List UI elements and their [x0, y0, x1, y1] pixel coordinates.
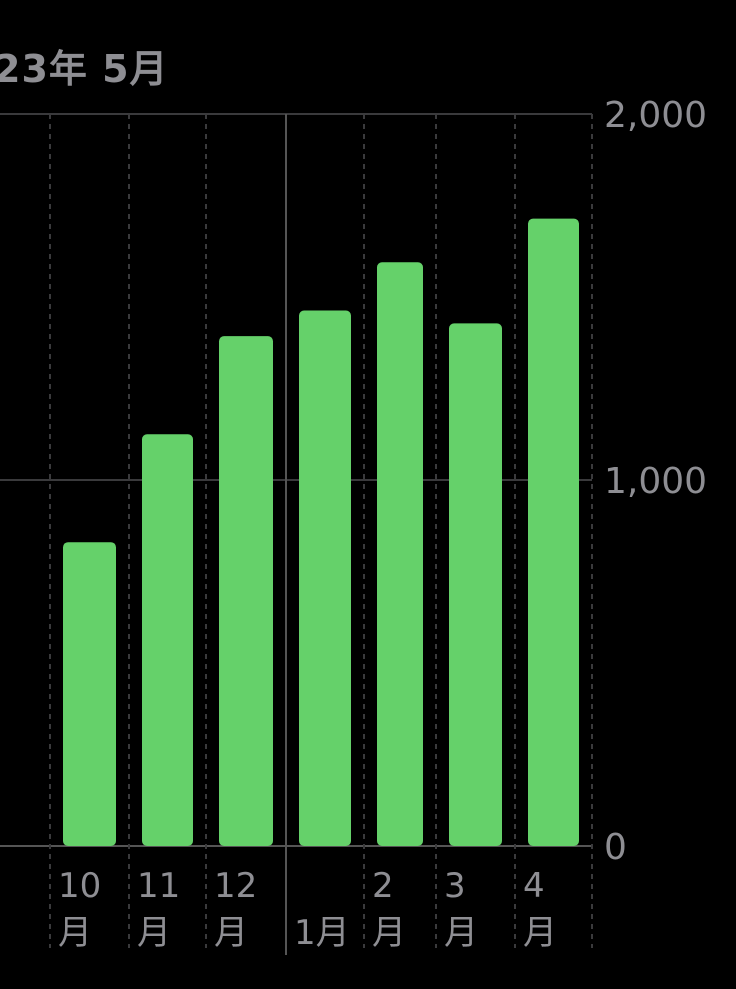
y-tick-label: 2,000 [604, 95, 707, 136]
grid-lines [0, 113, 593, 955]
x-tick-label: 月 [372, 913, 406, 953]
bar [449, 323, 502, 846]
x-tick-label: 月 [523, 913, 557, 953]
x-tick-label: 4 [523, 866, 545, 906]
y-tick-label: 0 [604, 827, 627, 868]
x-tick-label: 12 [214, 866, 257, 906]
bar [142, 434, 193, 846]
y-tick-label: 1,000 [604, 461, 707, 502]
bar [528, 218, 579, 846]
y-axis-ticks: 0 1,000 2,000 [604, 95, 707, 868]
bar [219, 336, 273, 846]
bar [377, 262, 423, 847]
x-tick-label: 月 [444, 913, 478, 953]
bars [63, 218, 579, 847]
x-tick-label: 月 [0, 913, 2, 953]
bar [299, 310, 351, 846]
bar [63, 542, 116, 846]
x-tick-label: 1月 [294, 913, 350, 953]
x-tick-label: 月 [214, 913, 248, 953]
x-tick-label: 3 [444, 866, 466, 906]
x-axis-ticks: 0月10月11月12月1月2月3月4月 [0, 866, 557, 953]
x-tick-label: 10 [58, 866, 101, 906]
x-tick-label: 2 [372, 866, 394, 906]
x-tick-label: 11 [137, 866, 180, 906]
x-tick-label: 月 [137, 913, 171, 953]
chart-title: 23年 5月 [0, 47, 169, 91]
x-tick-label: 月 [58, 913, 92, 953]
